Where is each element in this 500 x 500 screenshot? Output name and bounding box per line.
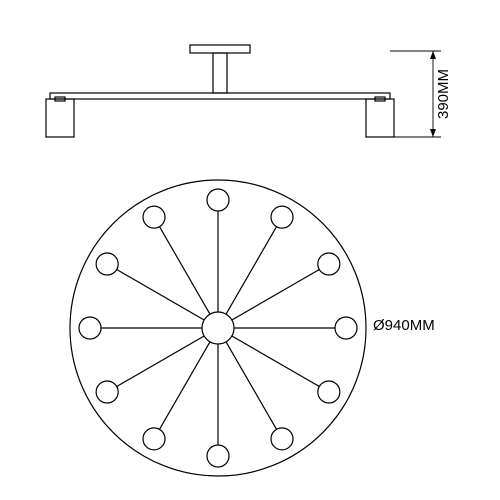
top-view-bulb: [96, 381, 118, 403]
dim-arrow-bot: [430, 129, 436, 137]
top-view-bulb: [271, 428, 293, 450]
dim-label-diameter: Ø940MM: [373, 317, 435, 334]
top-view-spoke: [160, 227, 211, 314]
dim-arrow-top: [430, 51, 436, 59]
top-view-hub: [202, 312, 234, 344]
top-view-bulb: [207, 445, 229, 467]
side-view-shade-left: [46, 99, 74, 137]
top-view-bulb: [79, 317, 101, 339]
top-view-bulb: [143, 428, 165, 450]
top-view-bulb: [318, 253, 340, 275]
top-view-spoke: [226, 227, 277, 314]
side-view-mount-plate: [190, 45, 250, 53]
top-view-spoke: [232, 270, 319, 321]
top-view-bulb: [207, 189, 229, 211]
top-view-spoke: [160, 342, 211, 429]
top-view-bulb: [335, 317, 357, 339]
side-view-stem: [213, 53, 227, 93]
top-view-bulb: [318, 381, 340, 403]
top-view-spoke: [117, 270, 204, 321]
top-view-spoke: [117, 336, 204, 387]
top-view-spoke: [232, 336, 319, 387]
dim-label-height: 390MM: [435, 69, 452, 119]
top-view-bulb: [143, 206, 165, 228]
top-view-spoke: [226, 342, 277, 429]
side-view-shade-right: [366, 99, 394, 137]
top-view-bulb: [271, 206, 293, 228]
side-view-bar: [50, 93, 390, 99]
top-view-bulb: [96, 253, 118, 275]
